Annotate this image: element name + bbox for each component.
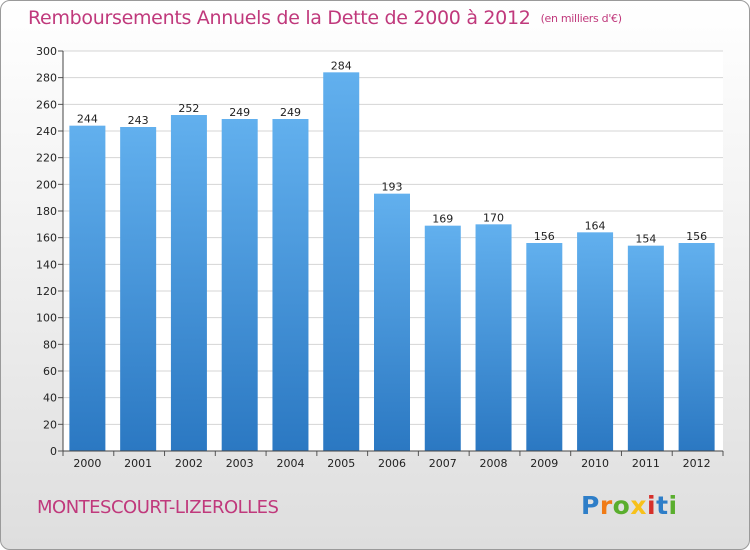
- y-tick-label: 180: [36, 205, 57, 218]
- chart-unit-label: (en milliers d'€): [540, 12, 622, 25]
- x-tick-label: 2004: [276, 457, 304, 470]
- value-label: 249: [229, 106, 250, 119]
- bar-2003: [221, 119, 258, 451]
- proxiti-logo: Proxiti: [581, 491, 678, 520]
- y-tick-label: 40: [43, 392, 57, 405]
- bars: [69, 72, 715, 452]
- bar-2010: [577, 232, 614, 451]
- value-label: 249: [280, 106, 301, 119]
- bar-2007: [424, 225, 461, 451]
- value-label: 243: [128, 114, 149, 127]
- value-label: 156: [534, 230, 555, 243]
- x-tick-label: 2012: [683, 457, 711, 470]
- axes: 0 20 40 60 80 100 120 140 160 180 200 220 240 260 280 3…: [36, 45, 724, 470]
- x-tick-label: 2006: [378, 457, 406, 470]
- bar-2009: [526, 243, 563, 451]
- value-label: 154: [635, 233, 656, 246]
- value-label: 252: [178, 102, 199, 115]
- chart-title-text: Remboursements Annuels de la Dette de 20…: [28, 7, 531, 29]
- chart-title: Remboursements Annuels de la Dette de 20…: [28, 7, 622, 29]
- x-tick-label: 2000: [73, 457, 101, 470]
- bar-2011: [627, 245, 664, 451]
- y-tick-label: 200: [36, 178, 57, 191]
- y-tick-label: 300: [36, 45, 57, 58]
- bar-2005: [323, 72, 360, 451]
- x-tick-label: 2001: [124, 457, 152, 470]
- y-tick-label: 120: [36, 285, 57, 298]
- x-tick-label: 2011: [632, 457, 660, 470]
- bar-2008: [475, 224, 512, 451]
- x-tick-label: 2003: [226, 457, 254, 470]
- y-tick-label: 60: [43, 365, 57, 378]
- logo-letter: i: [647, 491, 657, 520]
- municipality-name: MONTESCOURT-LIZEROLLES: [37, 497, 279, 518]
- y-tick-label: 140: [36, 258, 57, 271]
- logo-letter: r: [599, 491, 613, 520]
- value-label: 156: [686, 230, 707, 243]
- x-tick-label: 2005: [327, 457, 355, 470]
- bar-2012: [678, 243, 715, 451]
- value-label: 244: [77, 113, 98, 126]
- y-tick-label: 160: [36, 232, 57, 245]
- y-tick-label: 280: [36, 72, 57, 85]
- y-tick-label: 0: [50, 445, 57, 458]
- y-tick-label: 240: [36, 125, 57, 138]
- value-label: 164: [585, 219, 606, 232]
- value-labels: 244 243 252 249 249 284 193 169 170 156 164 154 156: [77, 59, 707, 245]
- bar-2006: [374, 193, 410, 451]
- y-tick-label: 80: [43, 338, 57, 351]
- x-tick-label: 2010: [581, 457, 609, 470]
- bar-2002: [170, 115, 207, 451]
- x-tick-label: 2009: [530, 457, 558, 470]
- logo-letter: o: [612, 491, 631, 520]
- y-tick-label: 260: [36, 98, 57, 111]
- logo-letter: P: [581, 491, 600, 520]
- x-tick-label: 2007: [429, 457, 457, 470]
- x-tick-label: 2002: [175, 457, 203, 470]
- bar-2004: [272, 119, 309, 451]
- y-tick-label: 100: [36, 312, 57, 325]
- value-label: 169: [432, 213, 453, 226]
- value-label: 284: [331, 59, 352, 72]
- x-tick-label: 2008: [480, 457, 508, 470]
- y-tick-label: 220: [36, 152, 57, 165]
- y-tick-label: 20: [43, 418, 57, 431]
- logo-letter: i: [668, 491, 678, 520]
- value-label: 170: [483, 211, 504, 224]
- logo-letter: x: [630, 491, 647, 520]
- bar-2000: [69, 125, 106, 452]
- logo-letter: t: [656, 491, 669, 520]
- value-label: 193: [382, 181, 403, 194]
- bar-2001: [120, 127, 157, 451]
